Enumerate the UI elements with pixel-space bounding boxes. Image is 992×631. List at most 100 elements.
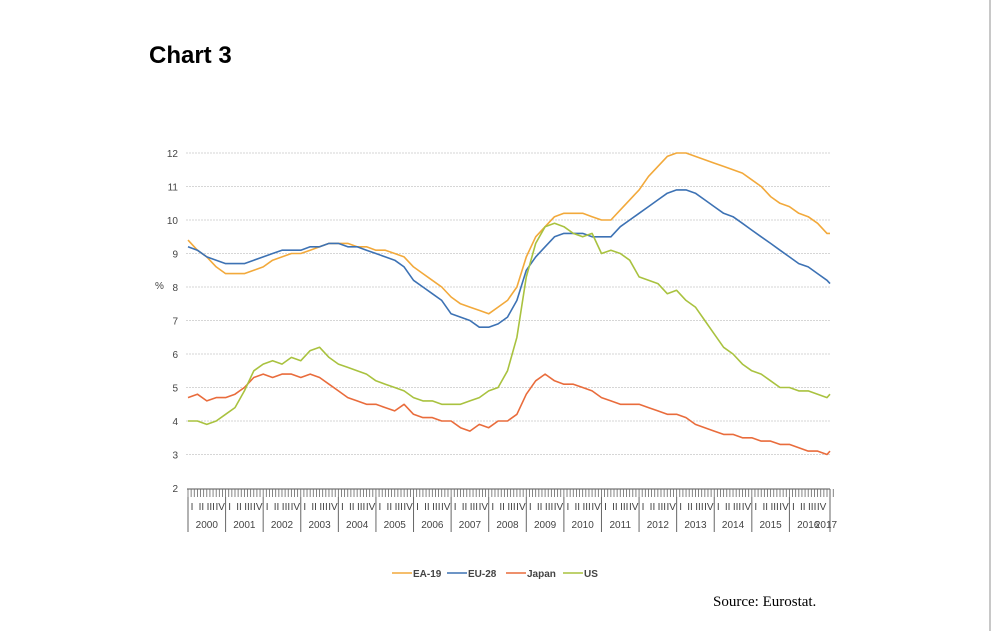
quarter-label: I	[529, 502, 532, 513]
legend-label: EU-28	[468, 569, 497, 580]
quarter-label: I	[191, 502, 194, 513]
year-label: 2004	[346, 520, 369, 531]
legend-item-ea-19: EA-19	[392, 569, 442, 580]
series-line-eu-28	[187, 189, 831, 329]
year-label: 2017	[815, 520, 838, 531]
x-axis: I II III IV I II III IV I II III IV I II III IV I II III IV…	[187, 488, 838, 532]
legend-label: US	[584, 569, 598, 580]
quarter-label: I	[379, 502, 382, 513]
quarter-label: II	[650, 502, 656, 513]
quarter-label: III	[244, 502, 252, 513]
quarter-label: I	[679, 502, 682, 513]
series-lines	[187, 152, 831, 456]
year-label: 2007	[459, 520, 482, 531]
quarter-label: III	[620, 502, 628, 513]
quarter-label: IV	[328, 502, 338, 513]
year-label: 2002	[271, 520, 294, 531]
series-line-japan	[187, 373, 831, 456]
quarter-label: I	[228, 502, 231, 513]
y-tick-label: 9	[172, 250, 178, 261]
quarter-label: II	[236, 502, 242, 513]
quarter-label: IV	[441, 502, 451, 513]
quarter-label: II	[349, 502, 355, 513]
quarter-label: IV	[779, 502, 789, 513]
quarter-label: IV	[516, 502, 526, 513]
page-right-border	[989, 0, 991, 631]
quarter-label: III	[470, 502, 478, 513]
quarter-label: I	[266, 502, 269, 513]
quarter-label: IV	[629, 502, 639, 513]
year-label: 2006	[421, 520, 444, 531]
legend-item-japan: Japan	[506, 569, 556, 580]
year-label: 2014	[722, 520, 745, 531]
quarter-label: I	[491, 502, 494, 513]
year-label: 2012	[647, 520, 670, 531]
quarter-label: I	[717, 502, 720, 513]
quarter-label: I	[792, 502, 795, 513]
year-label: 2003	[308, 520, 331, 531]
quarter-label: III	[658, 502, 666, 513]
quarter-label: IV	[667, 502, 677, 513]
quarter-label: I	[341, 502, 344, 513]
legend-item-eu-28: EU-28	[447, 569, 497, 580]
quarter-label: III	[319, 502, 327, 513]
quarter-label: I	[566, 502, 569, 513]
y-tick-label: 3	[172, 451, 178, 462]
quarter-label: IV	[591, 502, 601, 513]
y-tick-label: 2	[172, 484, 178, 495]
quarter-label: IV	[817, 502, 827, 513]
year-label: 2005	[384, 520, 407, 531]
series-line-us	[188, 222, 831, 426]
quarter-label: II	[387, 502, 393, 513]
quarter-label: IV	[704, 502, 714, 513]
y-tick-label: 7	[172, 317, 178, 328]
quarter-label: II	[499, 502, 505, 513]
quarter-label: III	[808, 502, 816, 513]
y-tick-label: 8	[172, 283, 178, 294]
quarter-label: IV	[479, 502, 489, 513]
y-tick-label: 10	[167, 216, 179, 227]
quarter-label: II	[274, 502, 280, 513]
y-tick-label: 11	[168, 183, 179, 194]
quarter-label: II	[424, 502, 430, 513]
source-note: Source: Eurostat.	[713, 594, 817, 610]
year-label: 2001	[233, 520, 256, 531]
series-line-ea-19	[187, 152, 830, 315]
quarter-label: II	[687, 502, 693, 513]
quarter-label: I	[642, 502, 645, 513]
legend-label: EA-19	[413, 569, 442, 580]
quarter-label: I	[303, 502, 306, 513]
year-label: 2009	[534, 520, 557, 531]
legend: EA-19 EU-28 Japan US	[392, 569, 598, 580]
quarter-label: I	[754, 502, 757, 513]
quarter-label: III	[770, 502, 778, 513]
y-tick-label: 4	[172, 417, 178, 428]
quarter-label: II	[762, 502, 768, 513]
quarter-label: III	[695, 502, 703, 513]
quarter-label: IV	[554, 502, 564, 513]
year-label: 2011	[610, 520, 632, 531]
quarter-label: III	[357, 502, 365, 513]
quarter-label: IV	[742, 502, 752, 513]
legend-item-us: US	[563, 569, 598, 580]
quarter-label: II	[725, 502, 731, 513]
y-axis: % 2 3 4 5 6 7 8 9 10 11 12	[155, 149, 178, 495]
quarter-label: III	[545, 502, 553, 513]
quarter-label: III	[583, 502, 591, 513]
gridlines	[186, 152, 830, 455]
quarter-label: II	[537, 502, 543, 513]
quarter-label: IV	[215, 502, 225, 513]
quarter-label: III	[432, 502, 440, 513]
quarter-label: II	[311, 502, 317, 513]
quarter-label: II	[462, 502, 468, 513]
year-label: 2016	[797, 520, 820, 531]
quarter-label: IV	[253, 502, 263, 513]
quarter-label: III	[507, 502, 515, 513]
quarter-label: II	[800, 502, 806, 513]
quarter-label: I	[416, 502, 419, 513]
year-label: 2000	[196, 520, 219, 531]
year-label: 2010	[572, 520, 595, 531]
y-axis-label: %	[155, 281, 164, 292]
y-tick-label: 5	[172, 384, 178, 395]
